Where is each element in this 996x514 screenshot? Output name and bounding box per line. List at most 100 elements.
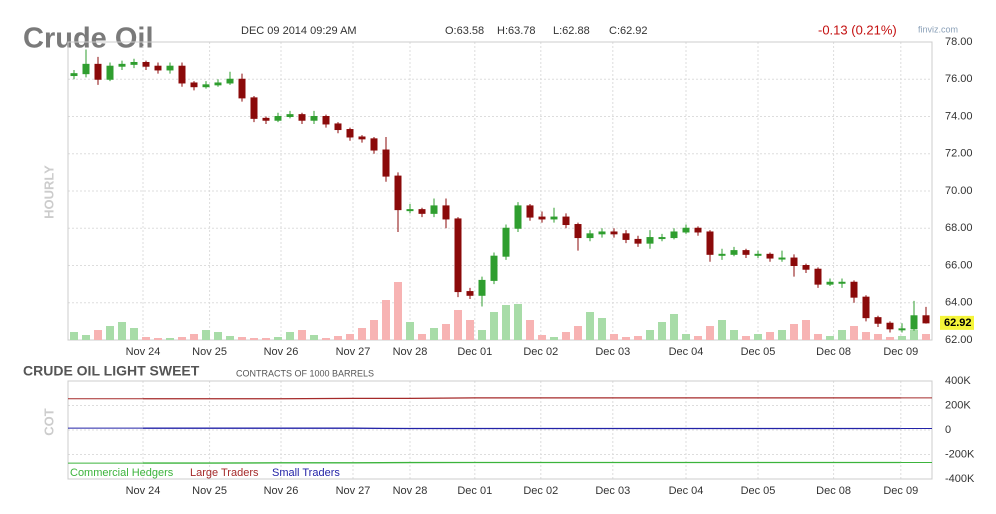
plot-frame: [67, 41, 933, 341]
volume-bar: [598, 318, 606, 340]
candle-body: [670, 231, 678, 239]
x-tick-label: Dec 08: [816, 485, 851, 497]
x-tick-label: Dec 04: [669, 485, 704, 497]
volume-bar: [886, 337, 894, 340]
volume-bar: [922, 334, 930, 340]
volume-bar: [730, 330, 738, 340]
x-tick-label: Nov 26: [264, 346, 299, 358]
candle-body: [346, 129, 354, 138]
candle-body: [646, 237, 654, 244]
x-tick-label: Nov 28: [393, 346, 428, 358]
candle-body: [238, 78, 246, 99]
ohlc-label: H:63.78: [497, 25, 536, 37]
candle-body: [886, 322, 894, 330]
candle-body: [106, 65, 114, 80]
candle-body: [286, 114, 294, 117]
candle-body: [394, 175, 402, 211]
candle-body: [790, 257, 798, 266]
volume-bar: [862, 332, 870, 340]
candle-body: [814, 268, 822, 285]
cot-subtitle: CONTRACTS OF 1000 BARRELS: [236, 368, 374, 378]
source[interactable]: finviz.com: [918, 24, 958, 34]
plot-frame: [67, 380, 933, 480]
legend-entry: Large Traders: [190, 467, 259, 479]
volume-bar: [394, 282, 402, 340]
x-tick-label: Dec 03: [595, 346, 630, 358]
candle-body: [838, 281, 846, 284]
volume-bar: [466, 320, 474, 340]
volume-bar: [262, 338, 270, 340]
volume-bar: [514, 304, 522, 340]
x-tick-label: Nov 24: [126, 346, 161, 358]
y-tick-label: 66.00: [945, 259, 973, 271]
volume-bar: [670, 314, 678, 340]
volume-bar: [526, 320, 534, 340]
volume-bar: [850, 326, 858, 340]
y-tick-label: 0: [945, 424, 951, 436]
candle-body: [910, 315, 918, 330]
candle-body: [526, 205, 534, 218]
volume-bar: [718, 320, 726, 340]
volume-bar: [562, 332, 570, 340]
volume-bar: [586, 312, 594, 340]
timestamp: DEC 09 2014 09:29 AM: [241, 25, 357, 37]
y-tick-label: 72.00: [945, 148, 973, 160]
x-tick-label: Dec 09: [883, 346, 918, 358]
candle-body: [586, 233, 594, 239]
y-tick-label: 62.00: [945, 334, 973, 346]
volume-bar: [166, 338, 174, 340]
volume-bar: [574, 326, 582, 340]
candle-body: [466, 291, 474, 296]
volume-bar: [502, 305, 510, 340]
series-line: [143, 461, 901, 464]
candle-body: [490, 255, 498, 281]
volume-bar: [634, 336, 642, 340]
volume-bar: [214, 332, 222, 340]
volume-bar: [190, 334, 198, 340]
cot-title: CRUDE OIL LIGHT SWEET: [23, 363, 200, 379]
x-tick-label: Dec 01: [457, 346, 492, 358]
ohlc-label: O:63.58: [445, 25, 484, 37]
x-tick-label: Dec 09: [883, 485, 918, 497]
candle-body: [154, 65, 162, 71]
candle-body: [478, 279, 486, 296]
volume-bar: [682, 334, 690, 340]
volume-bar: [814, 334, 822, 340]
volume-bar: [70, 332, 78, 340]
candle-body: [214, 82, 222, 86]
candle-body: [418, 209, 426, 214]
candle-body: [538, 216, 546, 220]
volume-bar: [370, 320, 378, 340]
volume-bar: [82, 335, 90, 340]
volume-bar: [742, 336, 750, 340]
candle-body: [694, 227, 702, 233]
cot-axis-label: COT: [41, 408, 56, 436]
y-tick-label: 200K: [945, 399, 971, 411]
chart-title: Crude Oil: [23, 23, 154, 55]
x-tick-label: Nov 27: [336, 485, 371, 497]
last-price-label: 62.92: [944, 317, 972, 329]
volume-bar: [94, 330, 102, 340]
volume-bar: [130, 328, 138, 340]
candle-body: [898, 328, 906, 331]
volume-bar: [706, 326, 714, 340]
candle-body: [730, 250, 738, 255]
y-axis-label: HOURLY: [41, 165, 56, 219]
candle-body: [70, 73, 78, 77]
volume-bar: [826, 336, 834, 340]
candle-body: [850, 281, 858, 298]
candle-body: [190, 82, 198, 88]
legend-entry: Small Traders: [272, 467, 340, 479]
volume-bar: [694, 336, 702, 340]
candle-body: [802, 265, 810, 270]
volume-bar: [154, 338, 162, 340]
x-tick-label: Nov 27: [336, 346, 371, 358]
candle-body: [634, 238, 642, 244]
legend-entry: Commercial Hedgers: [70, 467, 174, 479]
y-tick-label: 78.00: [945, 36, 973, 48]
volume-bar: [286, 332, 294, 340]
candle-body: [430, 205, 438, 214]
candle-body: [382, 149, 390, 177]
x-tick-label: Nov 25: [192, 346, 227, 358]
candle-body: [862, 296, 870, 319]
